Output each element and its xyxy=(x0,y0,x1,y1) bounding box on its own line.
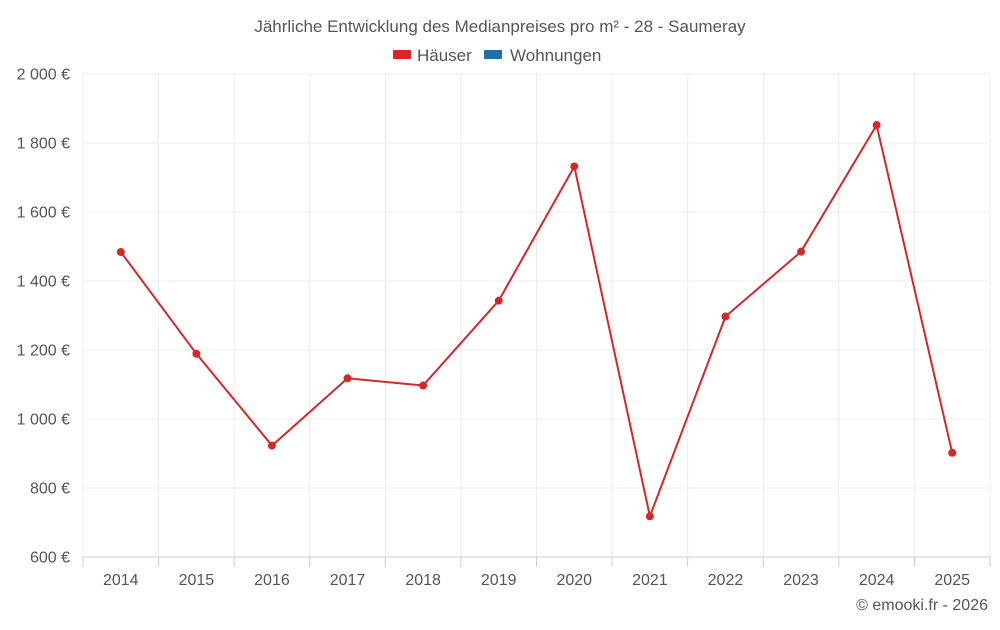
x-tick-label: 2014 xyxy=(103,572,139,589)
x-tick-label: 2025 xyxy=(934,572,970,589)
credit-text: © emooki.fr - 2026 xyxy=(856,597,988,614)
series-line-0 xyxy=(119,124,954,518)
y-tick-label: 1 400 € xyxy=(17,274,70,291)
data-point[interactable] xyxy=(343,374,352,383)
x-tick-label: 2024 xyxy=(859,572,895,589)
series-layer xyxy=(116,121,957,521)
x-tick-label: 2016 xyxy=(254,572,290,589)
x-tick-label: 2021 xyxy=(632,572,668,589)
legend-item-wohnungen[interactable]: Wohnungen xyxy=(484,46,601,65)
data-point[interactable] xyxy=(267,441,276,450)
data-point[interactable] xyxy=(116,248,125,257)
legend-label-haeuser: Häuser xyxy=(417,46,472,65)
grid xyxy=(82,73,991,558)
y-axis: 600 € 800 € 1 000 € 1 200 € 1 400 € 1 600 € 1 … xyxy=(17,67,70,567)
y-tick-label: 600 € xyxy=(30,550,70,567)
y-tick-label: 1 600 € xyxy=(17,205,70,222)
chart-title: Jährliche Entwicklung des Medianpreises … xyxy=(254,17,746,36)
data-point[interactable] xyxy=(494,296,503,305)
data-point[interactable] xyxy=(721,312,730,321)
legend: Häuser Wohnungen xyxy=(393,46,601,65)
x-tick-label: 2022 xyxy=(708,572,744,589)
x-tick-label: 2015 xyxy=(179,572,215,589)
y-tick-label: 1 800 € xyxy=(17,136,70,153)
x-tick-label: 2019 xyxy=(481,572,517,589)
legend-item-haeuser[interactable]: Häuser xyxy=(393,46,472,65)
data-point[interactable] xyxy=(192,349,201,358)
legend-swatch-haeuser xyxy=(393,50,411,59)
data-point[interactable] xyxy=(797,247,806,256)
y-tick-label: 800 € xyxy=(30,481,70,498)
legend-swatch-wohnungen xyxy=(484,50,502,59)
data-point[interactable] xyxy=(419,381,428,390)
x-tick-label: 2018 xyxy=(405,572,441,589)
x-axis: 2014 2015 2016 2017 2018 2019 2020 2021 2022 2023… xyxy=(82,556,991,589)
data-point[interactable] xyxy=(645,512,654,521)
data-point[interactable] xyxy=(872,121,881,130)
data-point[interactable] xyxy=(570,162,579,171)
y-tick-label: 1 200 € xyxy=(17,343,70,360)
y-tick-label: 1 000 € xyxy=(17,412,70,429)
legend-label-wohnungen: Wohnungen xyxy=(510,46,601,65)
data-point[interactable] xyxy=(948,448,957,457)
x-tick-label: 2023 xyxy=(783,572,819,589)
x-tick-label: 2017 xyxy=(330,572,366,589)
y-tick-label: 2 000 € xyxy=(17,67,70,84)
x-tick-label: 2020 xyxy=(556,572,592,589)
